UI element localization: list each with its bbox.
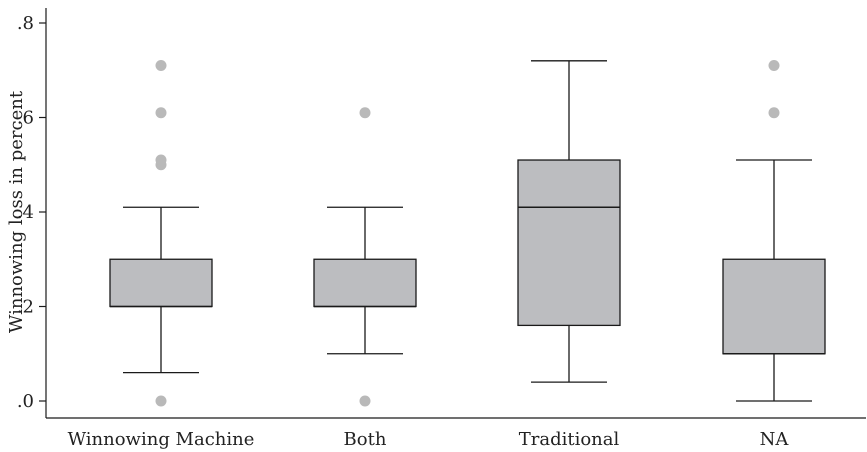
- x-category-label: NA: [760, 429, 790, 450]
- outlier-point: [155, 395, 167, 407]
- outlier-point: [155, 154, 167, 166]
- box-winnowing-machine: [109, 60, 213, 407]
- box-both: [313, 107, 417, 407]
- y-tick-label: .8: [17, 13, 34, 34]
- outlier-point: [359, 107, 371, 119]
- outlier-point: [768, 60, 780, 72]
- outlier-point: [155, 107, 167, 119]
- outlier-point: [155, 60, 167, 72]
- y-axis-ticks: .0 .2 .4 .6 .8: [17, 13, 46, 412]
- y-tick-label: .2: [17, 297, 34, 318]
- outlier-point: [359, 395, 371, 407]
- x-category-label: Both: [344, 429, 387, 450]
- iqr-box: [313, 258, 417, 308]
- outlier-point: [768, 107, 780, 119]
- y-tick-label: .6: [17, 108, 34, 129]
- box-na: [722, 60, 826, 402]
- iqr-box: [517, 159, 621, 327]
- x-category-label: Traditional: [519, 429, 620, 450]
- y-axis-title: Winnowing loss in percent: [6, 90, 27, 333]
- y-tick-label: .4: [17, 202, 34, 223]
- x-category-label: Winnowing Machine: [68, 429, 255, 450]
- y-tick-label: .0: [17, 391, 34, 412]
- iqr-box: [722, 258, 826, 355]
- box-series: [109, 60, 826, 407]
- iqr-box: [109, 258, 213, 308]
- box-traditional: [517, 60, 621, 383]
- x-axis-labels: Winnowing Machine Both Traditional NA: [68, 429, 790, 450]
